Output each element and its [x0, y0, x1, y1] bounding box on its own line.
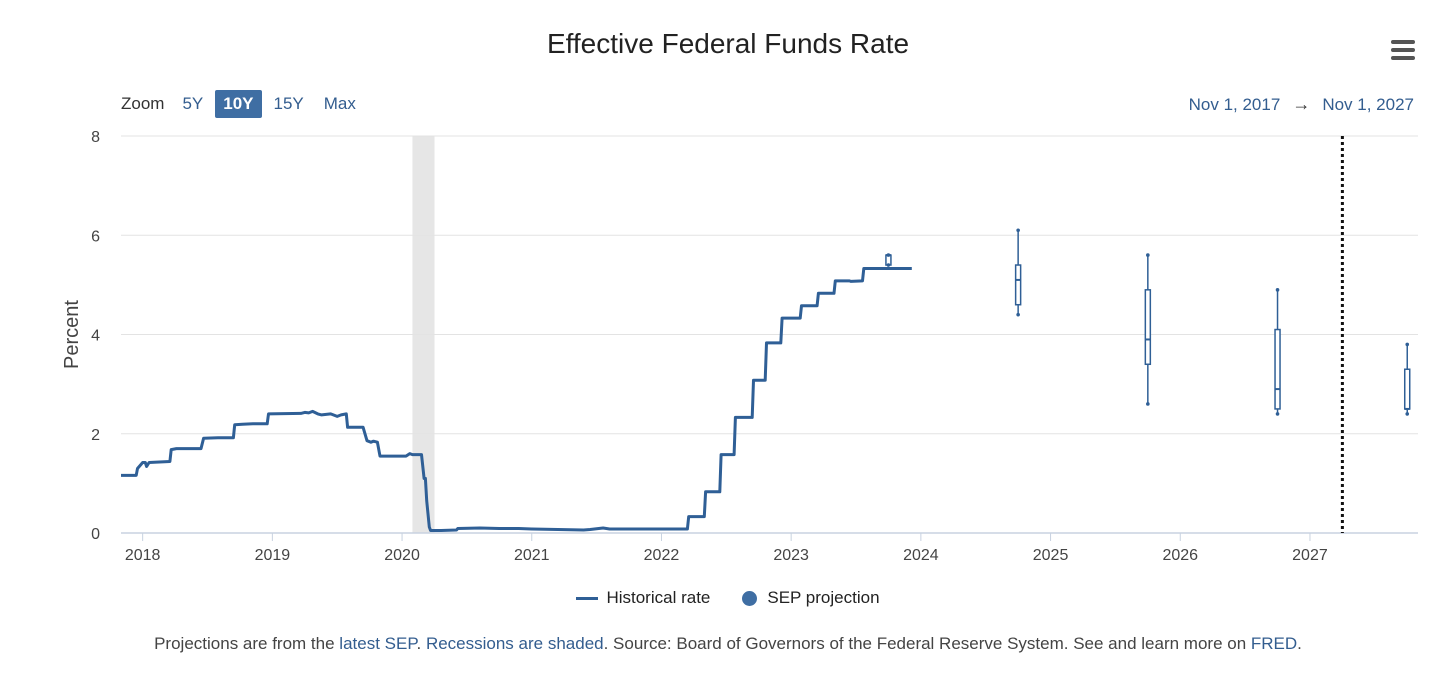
recessions-link[interactable]: Recessions are shaded [425, 634, 604, 653]
zoom-15y-button[interactable]: 15Y [273, 94, 304, 113]
sep-max-point [1016, 228, 1020, 233]
sep-min-point [1016, 312, 1020, 317]
sep-boxplot[interactable] [1274, 288, 1281, 416]
hamburger-icon [1391, 40, 1415, 44]
legend-sep[interactable]: SEP projection [742, 588, 880, 608]
y-tick-label: 2 [91, 427, 100, 444]
footer-note: Projections are from the latest SEP. Rec… [0, 634, 1456, 654]
zoom-label: Zoom [121, 94, 165, 113]
legend-dot-symbol [742, 590, 758, 606]
x-tick-label: 2021 [514, 547, 550, 564]
sep-box [1403, 368, 1411, 410]
legend-line-symbol [576, 596, 599, 600]
x-tick-label: 2026 [1162, 547, 1198, 564]
x-tick-label: 2022 [644, 547, 680, 564]
y-tick-label: 8 [91, 129, 100, 146]
sep-box [1274, 328, 1281, 410]
y-axis-label: Percent [61, 300, 83, 369]
sep-boxplot[interactable] [1144, 253, 1152, 406]
hamburger-icon-bar [1391, 48, 1415, 52]
historical-rate-line [121, 267, 912, 532]
legend: Historical rate SEP projection [0, 588, 1456, 608]
x-tick-label: 2019 [255, 547, 291, 564]
legend-sep-label: SEP projection [767, 588, 880, 607]
legend-historical[interactable]: Historical rate [576, 588, 710, 608]
chart-menu-button[interactable] [1388, 40, 1418, 64]
hamburger-icon-bar [1391, 56, 1415, 60]
range-to-input[interactable]: Nov 1, 2027 [1322, 94, 1414, 114]
x-tick-label: 2027 [1292, 547, 1328, 564]
zoom-max-button[interactable]: Max [323, 94, 356, 113]
date-range: Nov 1, 2017 → Nov 1, 2027 [1189, 94, 1414, 115]
x-tick-label: 2020 [384, 547, 420, 564]
sep-max-point [1405, 342, 1410, 347]
x-tick-label: 2024 [903, 547, 939, 564]
chart-plot: 0 2 4 6 8 2018 2019 2020 2021 2022 2023 2024 2025 202… [61, 129, 1418, 564]
footer-end: . [1297, 634, 1302, 653]
fred-link[interactable]: FRED [1250, 634, 1298, 653]
y-tick-label: 6 [91, 228, 100, 245]
zoom-10y-button[interactable]: 10Y [215, 90, 262, 118]
sep-boxplot[interactable] [885, 253, 892, 267]
range-from-input[interactable]: Nov 1, 2017 [1188, 94, 1281, 114]
x-tick-label: 2025 [1033, 547, 1069, 564]
chart-title: Effective Federal Funds Rate [546, 28, 910, 59]
footer-middle: . Source: Board of Governors of the Fede… [603, 634, 1251, 653]
sep-min-point [1275, 412, 1280, 416]
x-tick-label: 2023 [773, 547, 809, 564]
x-tick-label: 2018 [125, 547, 161, 564]
sep-box [1144, 289, 1152, 366]
sep-max-point [1275, 288, 1280, 292]
sep-min-point [886, 263, 891, 267]
sep-min-point [1405, 412, 1410, 416]
y-tick-label: 4 [91, 328, 100, 345]
sep-max-point [886, 253, 891, 257]
sep-box [1014, 264, 1022, 306]
zoom-bar: Zoom 5Y 10Y 15Y Max [121, 89, 368, 119]
footer-prefix: Projections are from the [154, 634, 340, 653]
latest-sep-link[interactable]: latest SEP [339, 634, 417, 653]
sep-boxplot[interactable] [1403, 342, 1411, 416]
footer-dot: . [416, 634, 426, 653]
y-tick-label: 0 [91, 526, 100, 543]
range-arrow-icon: → [1292, 94, 1311, 114]
zoom-5y-button[interactable]: 5Y [182, 94, 204, 113]
sep-min-point [1146, 402, 1150, 406]
sep-boxplot[interactable] [1014, 228, 1022, 317]
sep-max-point [1146, 253, 1150, 257]
legend-historical-label: Historical rate [606, 588, 711, 607]
